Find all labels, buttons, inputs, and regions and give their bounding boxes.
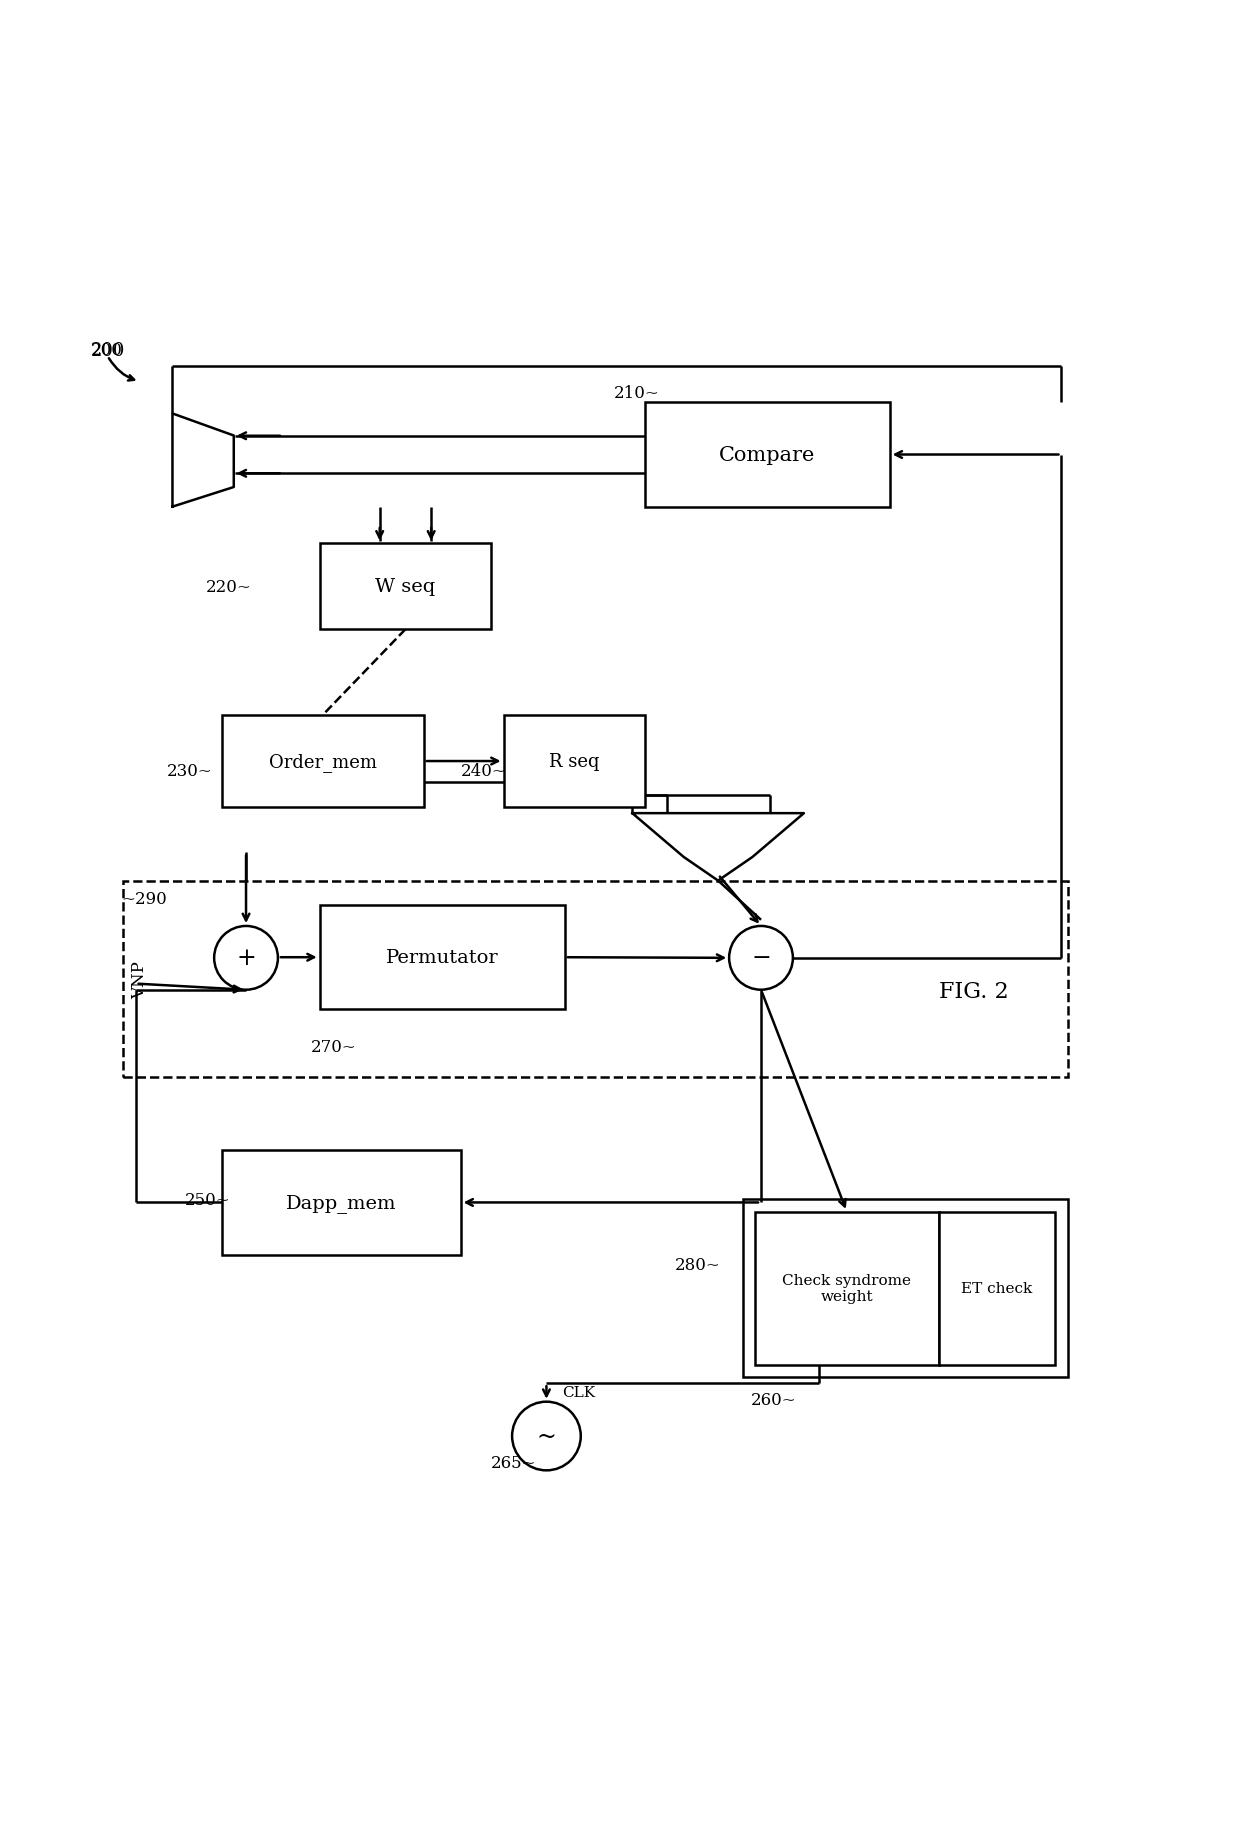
Text: CLK: CLK <box>563 1386 595 1399</box>
Text: 200: 200 <box>91 342 125 360</box>
Text: FIG. 2: FIG. 2 <box>939 981 1008 1002</box>
Text: ~290: ~290 <box>122 891 166 907</box>
Circle shape <box>215 926 278 991</box>
Text: 200: 200 <box>91 342 123 359</box>
Bar <box>222 715 424 808</box>
Bar <box>124 881 1068 1077</box>
Text: 265~: 265~ <box>491 1454 537 1471</box>
Bar <box>320 543 491 630</box>
Bar <box>939 1212 1055 1366</box>
Bar <box>743 1199 1068 1377</box>
Bar <box>755 1212 939 1366</box>
Text: W seq: W seq <box>376 578 435 597</box>
Text: −: − <box>751 946 771 970</box>
Polygon shape <box>172 414 234 508</box>
Text: 250~: 250~ <box>185 1192 231 1209</box>
Text: 270~: 270~ <box>311 1039 357 1055</box>
Circle shape <box>512 1403 580 1471</box>
Polygon shape <box>632 813 804 881</box>
Circle shape <box>729 926 792 991</box>
Bar <box>503 715 645 808</box>
Text: VNP: VNP <box>131 961 148 998</box>
Text: Dapp_mem: Dapp_mem <box>285 1194 397 1212</box>
Text: Permutator: Permutator <box>386 948 498 967</box>
Text: 240~: 240~ <box>460 763 506 780</box>
Text: ~: ~ <box>537 1425 557 1447</box>
Text: 230~: 230~ <box>166 763 212 780</box>
Text: 260~: 260~ <box>751 1392 797 1408</box>
Bar <box>320 906 565 1009</box>
Bar <box>222 1151 460 1255</box>
Text: 210~: 210~ <box>614 384 660 401</box>
Text: ET check: ET check <box>961 1281 1033 1295</box>
Text: 280~: 280~ <box>675 1257 720 1273</box>
Text: R seq: R seq <box>549 752 599 771</box>
Text: +: + <box>236 946 255 970</box>
Text: 220~: 220~ <box>206 578 252 595</box>
Text: Compare: Compare <box>719 445 816 464</box>
Text: Check syndrome
weight: Check syndrome weight <box>782 1273 911 1303</box>
Text: Order_mem: Order_mem <box>269 752 377 771</box>
Bar <box>645 403 890 508</box>
